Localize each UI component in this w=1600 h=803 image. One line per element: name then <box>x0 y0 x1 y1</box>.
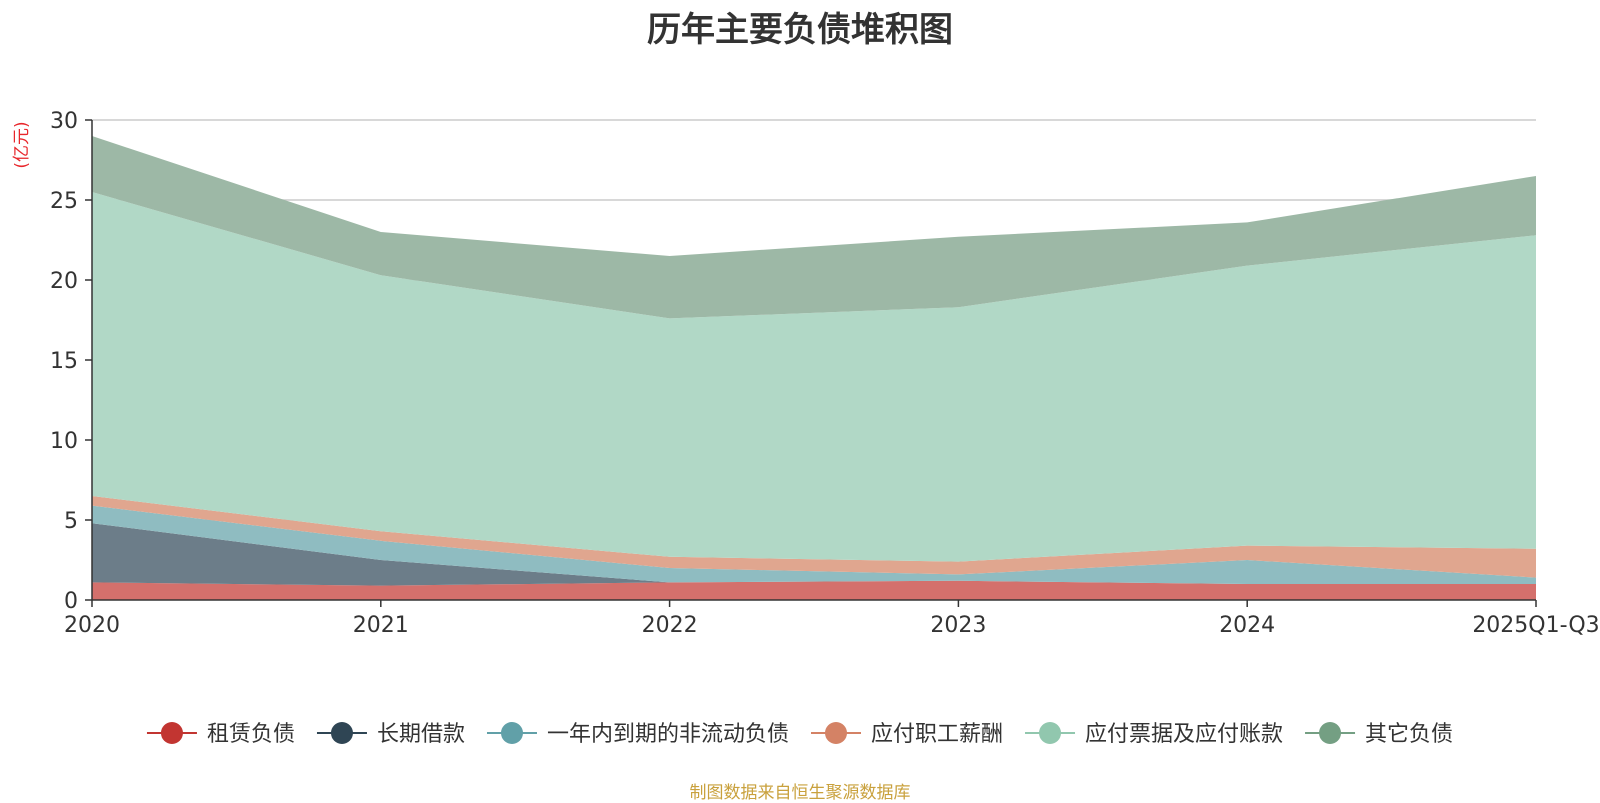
y-tick-label: 0 <box>64 589 78 614</box>
x-tick-label: 2025Q1-Q3 <box>1472 613 1599 638</box>
legend-label: 租赁负债 <box>207 722 295 747</box>
legend-label: 应付票据及应付账款 <box>1085 722 1283 747</box>
x-tick-label: 2021 <box>353 613 409 638</box>
legend-item-3[interactable]: 一年内到期的非流动负债 <box>486 722 789 747</box>
y-tick-label: 10 <box>50 429 78 454</box>
area-series-1[interactable] <box>92 580 1536 600</box>
area-series-2[interactable] <box>92 523 1536 586</box>
source-note: 制图数据来自恒生聚源数据库 <box>689 783 911 803</box>
legend-item-6[interactable]: 其它负债 <box>1305 722 1453 747</box>
legend-label: 长期借款 <box>377 722 465 747</box>
area-series-5[interactable] <box>92 192 1536 562</box>
x-tick-label: 2023 <box>930 613 986 638</box>
area-series-4[interactable] <box>92 496 1536 578</box>
axes: 0 5 10 15 20 25 30 2020 2021 2022 2023 2024 2025Q1-Q… <box>50 109 1600 638</box>
area-series-6[interactable] <box>92 136 1536 319</box>
legend[interactable]: 租赁负债 长期借款 一年内到期的非流动负债 应付职工薪酬 应付票据及应付账款 其它负债 <box>146 722 1453 747</box>
y-tick-label: 30 <box>50 109 78 134</box>
x-tick-label: 2020 <box>64 613 120 638</box>
y-tick-label: 15 <box>50 349 78 374</box>
y-tick-label: 20 <box>50 269 78 294</box>
legend-item-5[interactable]: 应付票据及应付账款 <box>1025 722 1283 747</box>
legend-label: 其它负债 <box>1365 722 1453 747</box>
legend-item-2[interactable]: 长期借款 <box>316 722 465 747</box>
legend-label: 一年内到期的非流动负债 <box>547 722 789 747</box>
y-tick-label: 5 <box>64 509 78 534</box>
legend-item-4[interactable]: 应付职工薪酬 <box>811 722 1003 747</box>
x-tick-label: 2022 <box>642 613 698 638</box>
area-series <box>92 136 1536 600</box>
y-tick-label: 25 <box>50 189 78 214</box>
legend-item-1[interactable]: 租赁负债 <box>146 722 295 747</box>
y-axis-unit-label: (亿元) <box>12 121 32 168</box>
chart-title: 历年主要负债堆积图 <box>647 10 953 50</box>
legend-label: 应付职工薪酬 <box>871 722 1003 747</box>
x-tick-label: 2024 <box>1219 613 1275 638</box>
area-series-3[interactable] <box>92 505 1536 584</box>
